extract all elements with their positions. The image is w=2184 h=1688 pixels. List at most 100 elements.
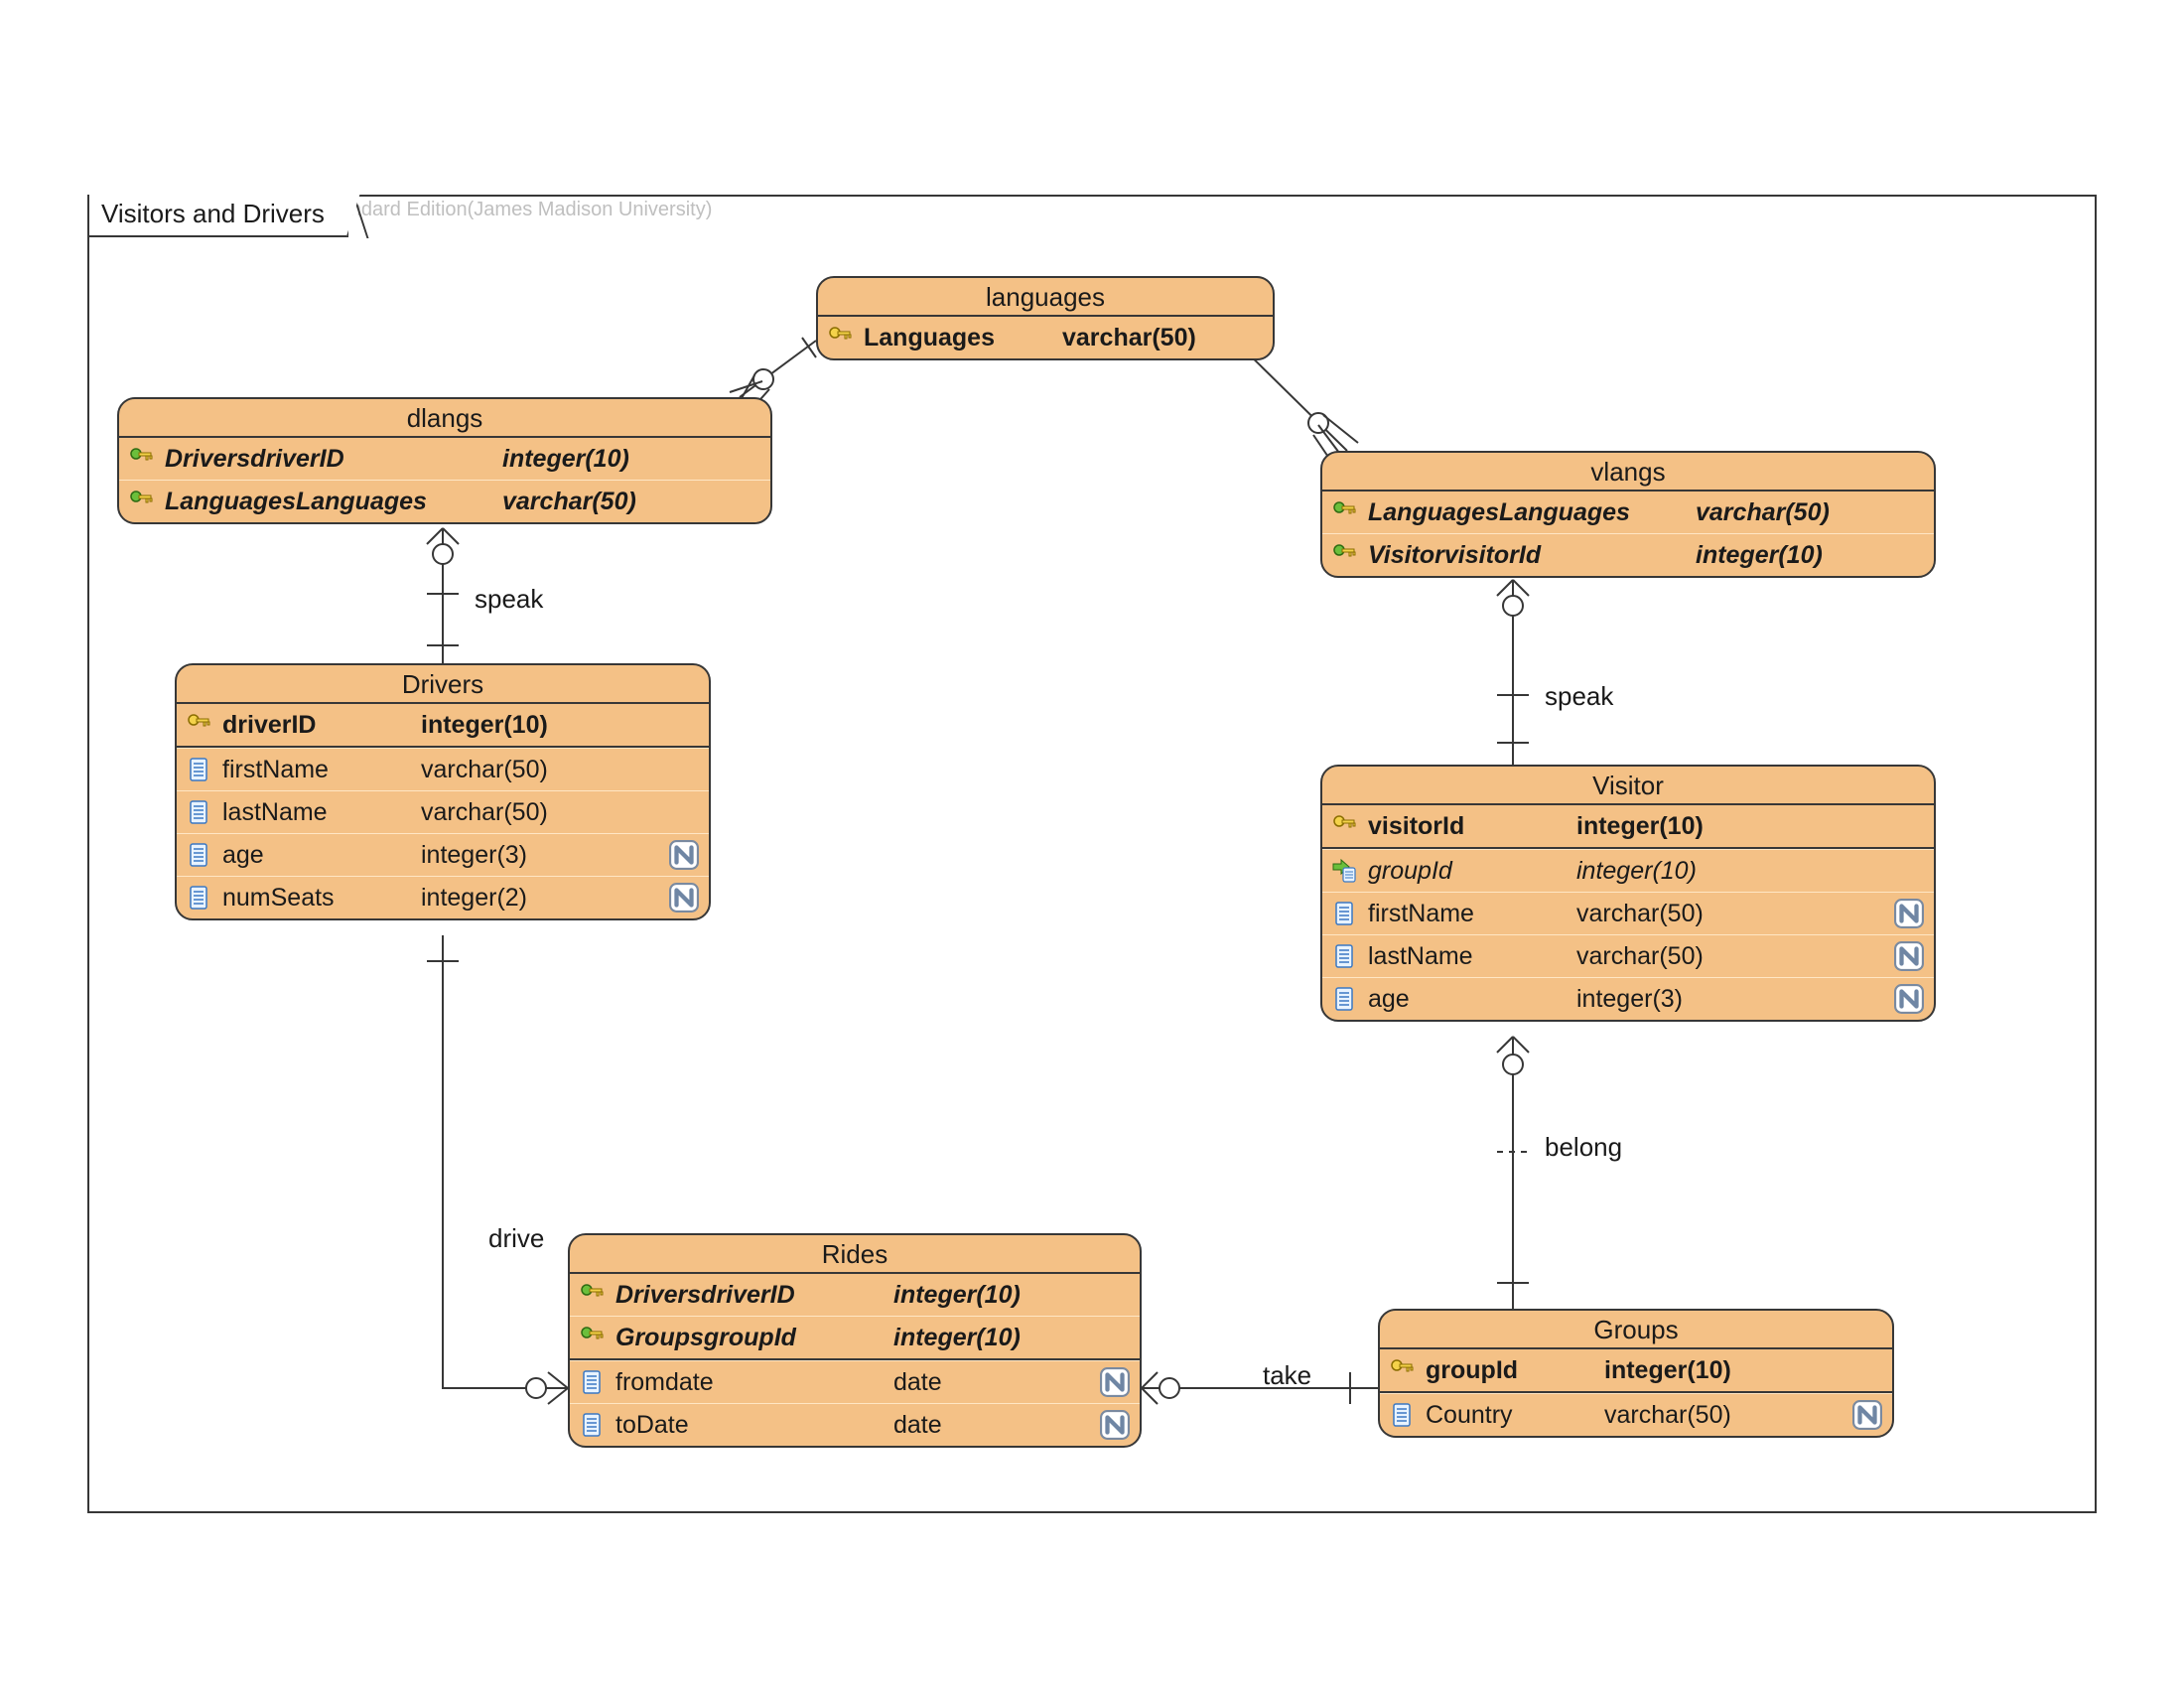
column-name: firstName (222, 756, 421, 784)
rel-label-speak-left: speak (475, 584, 543, 615)
column-row[interactable]: firstNamevarchar(50) (177, 748, 709, 790)
col-icon (1330, 985, 1358, 1013)
fk-icon (127, 488, 155, 515)
column-type: varchar(50) (502, 488, 636, 516)
column-name: age (1368, 985, 1576, 1014)
column-name: numSeats (222, 884, 421, 913)
column-row[interactable]: fromdatedate (570, 1360, 1140, 1403)
column-row[interactable]: numSeatsinteger(2) (177, 876, 709, 918)
column-type: date (893, 1368, 942, 1397)
column-name: VisitorvisitorId (1368, 541, 1696, 570)
column-name: fromdate (615, 1368, 893, 1397)
col-icon (1388, 1401, 1416, 1429)
column-row[interactable]: toDatedate (570, 1403, 1140, 1446)
entity-groups[interactable]: Groups groupIdinteger(10)Countryvarchar(… (1378, 1309, 1894, 1438)
column-type: varchar(50) (1576, 942, 1704, 971)
pk-icon (826, 324, 854, 352)
col-icon (1330, 942, 1358, 970)
column-type: varchar(50) (1696, 498, 1830, 527)
column-name: Languages (864, 324, 1062, 352)
diagram-frame-title: Visitors and Drivers (87, 195, 348, 237)
column-type: varchar(50) (1062, 324, 1196, 352)
column-row[interactable]: driverIDinteger(10) (177, 704, 709, 746)
nullable-badge-icon (1894, 941, 1924, 971)
column-row[interactable]: LanguagesLanguagesvarchar(50) (1322, 492, 1934, 533)
column-row[interactable]: LanguagesLanguagesvarchar(50) (119, 480, 770, 522)
entity-drivers[interactable]: Drivers driverIDinteger(10)firstNamevarc… (175, 663, 711, 920)
entity-rows: visitorIdinteger(10)groupIdinteger(10)fi… (1322, 805, 1934, 1020)
entity-rows: Languagesvarchar(50) (818, 317, 1273, 358)
column-row[interactable]: Languagesvarchar(50) (818, 317, 1273, 358)
entity-title: dlangs (119, 399, 770, 438)
column-type: integer(10) (502, 445, 629, 474)
column-name: age (222, 841, 421, 870)
column-row[interactable]: groupIdinteger(10) (1322, 849, 1934, 892)
col-icon (185, 841, 212, 869)
column-row[interactable]: DriversdriverIDinteger(10) (570, 1274, 1140, 1316)
nullable-badge-icon (669, 883, 699, 913)
column-row[interactable]: groupIdinteger(10) (1380, 1349, 1892, 1391)
column-type: integer(10) (1604, 1356, 1731, 1385)
entity-title: Groups (1380, 1311, 1892, 1349)
fk-icon (1330, 498, 1358, 526)
frame-title-text: Visitors and Drivers (101, 199, 325, 228)
fkcol-icon (1330, 857, 1358, 885)
column-type: integer(10) (421, 711, 548, 740)
entity-vlangs[interactable]: vlangs LanguagesLanguagesvarchar(50)Visi… (1320, 451, 1936, 578)
column-row[interactable]: GroupsgroupIdinteger(10) (570, 1316, 1140, 1358)
column-row[interactable]: Countryvarchar(50) (1380, 1393, 1892, 1436)
col-icon (185, 884, 212, 912)
column-row[interactable]: DriversdriverIDinteger(10) (119, 438, 770, 480)
column-row[interactable]: firstNamevarchar(50) (1322, 892, 1934, 934)
column-type: varchar(50) (1604, 1401, 1731, 1430)
column-row[interactable]: lastNamevarchar(50) (1322, 934, 1934, 977)
rel-label-belong: belong (1545, 1132, 1622, 1163)
fk-icon (578, 1324, 606, 1351)
column-name: LanguagesLanguages (1368, 498, 1696, 527)
column-type: integer(3) (1576, 985, 1683, 1014)
column-row[interactable]: visitorIdinteger(10) (1322, 805, 1934, 847)
nullable-badge-icon (1852, 1400, 1882, 1430)
entity-languages[interactable]: languages Languagesvarchar(50) (816, 276, 1275, 360)
column-row[interactable]: ageinteger(3) (1322, 977, 1934, 1020)
column-name: groupId (1426, 1356, 1604, 1385)
nullable-badge-icon (1100, 1410, 1130, 1440)
column-type: integer(10) (1576, 812, 1704, 841)
column-type: varchar(50) (421, 798, 548, 827)
entity-title: Rides (570, 1235, 1140, 1274)
entity-rows: LanguagesLanguagesvarchar(50)Visitorvisi… (1322, 492, 1934, 576)
column-row[interactable]: VisitorvisitorIdinteger(10) (1322, 533, 1934, 576)
column-name: lastName (1368, 942, 1576, 971)
column-type: integer(10) (893, 1281, 1021, 1310)
column-type: varchar(50) (1576, 900, 1704, 928)
col-icon (185, 798, 212, 826)
entity-rides[interactable]: Rides DriversdriverIDinteger(10)Groupsgr… (568, 1233, 1142, 1448)
nullable-badge-icon (1894, 899, 1924, 928)
column-row[interactable]: lastNamevarchar(50) (177, 790, 709, 833)
col-icon (578, 1368, 606, 1396)
pk-icon (1330, 812, 1358, 840)
entity-title: languages (818, 278, 1273, 317)
entity-title: Visitor (1322, 767, 1934, 805)
column-name: groupId (1368, 857, 1576, 886)
column-name: firstName (1368, 900, 1576, 928)
entity-title: Drivers (177, 665, 709, 704)
entity-visitor[interactable]: Visitor visitorIdinteger(10)groupIdinteg… (1320, 765, 1936, 1022)
column-row[interactable]: ageinteger(3) (177, 833, 709, 876)
rel-label-drive: drive (488, 1223, 544, 1254)
entity-dlangs[interactable]: dlangs DriversdriverIDinteger(10)Languag… (117, 397, 772, 524)
column-type: integer(10) (1576, 857, 1697, 886)
column-name: toDate (615, 1411, 893, 1440)
pk-icon (185, 711, 212, 739)
entity-rows: DriversdriverIDinteger(10)GroupsgroupIdi… (570, 1274, 1140, 1446)
entity-rows: driverIDinteger(10)firstNamevarchar(50)l… (177, 704, 709, 918)
col-icon (185, 756, 212, 783)
nullable-badge-icon (1100, 1367, 1130, 1397)
pk-icon (1388, 1356, 1416, 1384)
column-type: integer(2) (421, 884, 527, 913)
rel-label-take: take (1263, 1360, 1311, 1391)
rel-label-speak-right: speak (1545, 681, 1613, 712)
fk-icon (127, 445, 155, 473)
entity-rows: DriversdriverIDinteger(10)LanguagesLangu… (119, 438, 770, 522)
column-type: varchar(50) (421, 756, 548, 784)
